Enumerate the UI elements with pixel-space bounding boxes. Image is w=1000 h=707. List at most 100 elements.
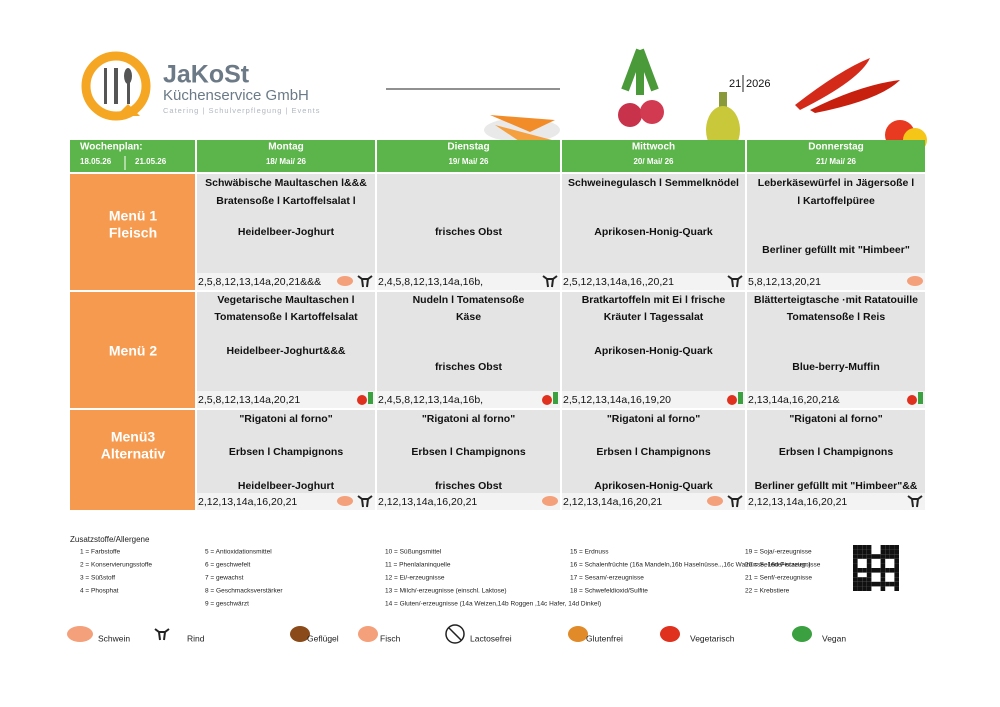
qr-module bbox=[862, 581, 867, 587]
legend-item: 17 = Sesam/-erzeugnisse bbox=[570, 575, 644, 582]
diet-icon bbox=[290, 626, 310, 642]
header-label-cell bbox=[70, 140, 195, 172]
cow-icon bbox=[357, 275, 373, 288]
dessert: Heidelbeer-Joghurt bbox=[238, 226, 335, 238]
legend-item: 7 = gewachst bbox=[205, 575, 244, 582]
menu-label-cell bbox=[70, 174, 195, 290]
allergen-strip bbox=[377, 273, 560, 290]
pig-icon bbox=[907, 276, 923, 286]
qr-module bbox=[857, 549, 863, 555]
allergens: 2,12,13,14a,16,20,21 bbox=[563, 496, 662, 508]
legend-item: 1 = Farbstoffe bbox=[80, 549, 121, 556]
allergens: 2,5,12,13,14a,16,19,20 bbox=[563, 394, 671, 406]
diet-label: Rind bbox=[187, 633, 205, 643]
legend-item: 10 = Süßungsmittel bbox=[385, 549, 442, 556]
dish-line: Tomatensoße l Reis bbox=[787, 311, 886, 323]
qr-module bbox=[885, 581, 890, 587]
day-header bbox=[747, 140, 925, 172]
allergens: 2,5,8,12,13,14a,20,21&&& bbox=[198, 276, 321, 288]
menu-label: Menü3 bbox=[111, 429, 156, 445]
qr-module bbox=[853, 549, 858, 555]
allergen-strip bbox=[747, 273, 925, 290]
allergen-strip bbox=[747, 391, 925, 408]
cow-icon bbox=[727, 495, 743, 508]
day-date: 20/ Mai/ 26 bbox=[633, 157, 674, 166]
cow-icon bbox=[154, 628, 170, 641]
dessert: frisches Obst bbox=[435, 361, 503, 373]
qr-module bbox=[857, 586, 863, 591]
dessert: Heidelbeer-Joghurt bbox=[238, 480, 335, 492]
allergens: 2,13,14a,16,20,21& bbox=[748, 394, 840, 406]
dish-line: Bratkartoffeln mit Ei l frische bbox=[582, 294, 726, 306]
dish-line: Leberkäsewürfel in Jägersoße l bbox=[758, 177, 914, 189]
qr-module bbox=[880, 586, 886, 591]
qr-module bbox=[894, 545, 899, 550]
dish-line: Nudeln l Tomatensoße bbox=[413, 294, 525, 306]
qr-module bbox=[880, 545, 886, 550]
legend-item: 20 = Sellerie/-erzeugnisse bbox=[745, 562, 821, 569]
qr-module bbox=[853, 558, 858, 564]
decor-pepper bbox=[795, 58, 927, 152]
legend-item: 9 = geschwärzt bbox=[205, 601, 249, 608]
qr-module bbox=[876, 554, 881, 559]
veg-bottle-icon bbox=[368, 392, 373, 404]
qr-module bbox=[880, 549, 886, 555]
qr-module bbox=[857, 581, 863, 587]
pig-icon bbox=[337, 496, 353, 506]
day-date: 18/ Mai/ 26 bbox=[266, 157, 307, 166]
day-header bbox=[197, 140, 375, 172]
qr-module bbox=[894, 577, 899, 582]
qr-module bbox=[853, 563, 858, 568]
qr-module bbox=[894, 572, 899, 578]
allergen-strip bbox=[377, 493, 560, 510]
tomato-icon bbox=[907, 395, 917, 405]
legend-item: 21 = Senf/-erzeugnisse bbox=[745, 575, 812, 582]
brand: JaKoSt bbox=[163, 61, 250, 89]
qr-module bbox=[894, 554, 899, 559]
qr-module bbox=[880, 581, 886, 587]
allergens: 2,4,5,8,12,13,14a,16b, bbox=[378, 276, 483, 288]
menu-cell bbox=[747, 174, 925, 290]
qr-module bbox=[871, 568, 876, 573]
dish-line: Blätterteigtasche ·mit Ratatouille bbox=[754, 294, 918, 306]
legend-item: 18 = Schwefeldioxid/Sulfite bbox=[570, 588, 648, 595]
qr-module bbox=[885, 568, 890, 573]
qr-module bbox=[894, 581, 899, 587]
allergen-strip bbox=[562, 391, 745, 408]
qr-module bbox=[862, 586, 867, 591]
qr-module bbox=[880, 568, 886, 573]
decor-radish bbox=[618, 48, 664, 127]
legend-item: 2 = Konservierungsstoffe bbox=[80, 562, 152, 569]
dessert: Heidelbeer-Joghurt&&& bbox=[226, 345, 345, 357]
legend-item: 13 = Milch/-erzeugnisse (einschl. Laktos… bbox=[385, 588, 507, 595]
qr-module bbox=[862, 549, 867, 555]
legend-item: 19 = Soja/-erzeugnisse bbox=[745, 549, 812, 556]
menu-label: Alternativ bbox=[101, 446, 166, 462]
legend-item: 14 = Gluten/-erzeugnisse (14a Weizen,14b… bbox=[385, 601, 601, 608]
company: Küchenservice GmbH bbox=[163, 87, 309, 104]
qr-module bbox=[894, 549, 899, 555]
qr-module bbox=[889, 549, 895, 555]
legend-item: 12 = Ei/-erzeugnisse bbox=[385, 575, 445, 582]
dessert: Aprikosen-Honig-Quark bbox=[594, 226, 713, 238]
dish-line: Erbsen l Champignons bbox=[779, 446, 894, 458]
dish-line: "Rigatoni al forno" bbox=[422, 413, 515, 425]
menu-label-cell bbox=[70, 292, 195, 408]
allergen-strip bbox=[197, 493, 375, 510]
qr-module bbox=[889, 568, 895, 573]
diet-label: Vegan bbox=[822, 633, 846, 643]
menu-cell bbox=[197, 292, 375, 408]
pig-icon bbox=[337, 276, 353, 286]
legend-item: 4 = Phosphat bbox=[80, 588, 119, 595]
legend-item: 3 = Süßstoff bbox=[80, 575, 115, 582]
day-date: 21/ Mai/ 26 bbox=[816, 157, 857, 166]
qr-module bbox=[853, 577, 858, 582]
qr-module bbox=[889, 545, 895, 550]
dish-line: Kräuter l Tagessalat bbox=[604, 311, 704, 323]
day-name: Mittwoch bbox=[632, 142, 675, 153]
menu-cell bbox=[562, 174, 745, 290]
qr-module bbox=[871, 581, 876, 587]
lactose-strike bbox=[448, 627, 462, 641]
tagline: Catering | Schulverpflegung | Events bbox=[163, 106, 320, 115]
allergen-strip bbox=[747, 493, 925, 510]
